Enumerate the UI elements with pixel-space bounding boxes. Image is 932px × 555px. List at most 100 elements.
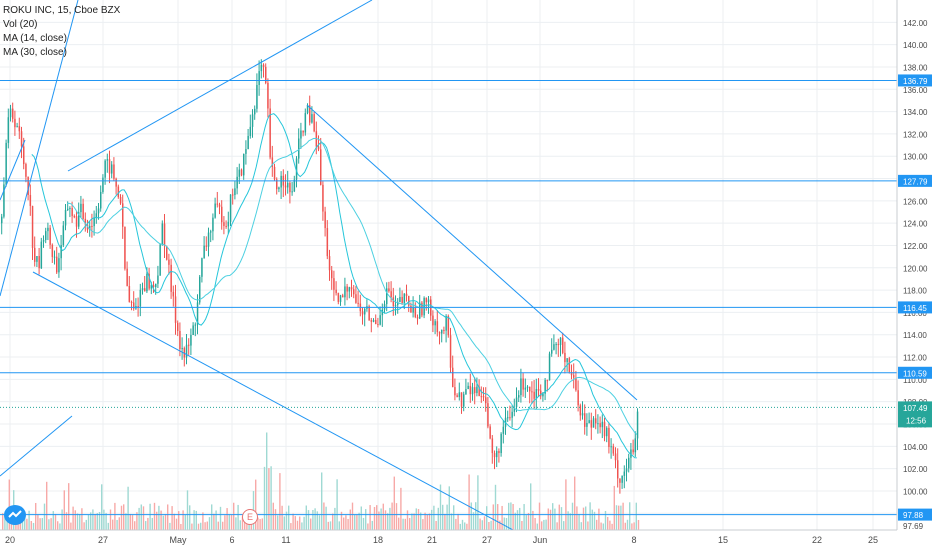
candle-body: [493, 453, 496, 458]
price-tick-label: 142.00: [903, 19, 928, 28]
volume-bar: [340, 511, 343, 530]
volume-bar: [268, 468, 270, 530]
volume-bar: [351, 502, 354, 530]
candle-body: [579, 405, 582, 416]
candle-body: [113, 164, 115, 179]
candle-body: [575, 377, 577, 391]
volume-bar: [437, 507, 439, 530]
candle-body: [302, 130, 304, 133]
volume-bar: [233, 502, 235, 530]
candle-body: [71, 208, 73, 217]
candle-body: [469, 385, 472, 395]
volume-bar: [499, 520, 501, 530]
volume-bar: [261, 518, 263, 530]
volume-bar: [591, 509, 593, 530]
volume-bar: [87, 514, 90, 530]
candle-body: [16, 126, 18, 128]
time-tick-label: 27: [98, 535, 108, 545]
candle-body: [111, 164, 113, 174]
price-tick-label: 120.00: [903, 264, 928, 273]
volume-bar: [512, 503, 514, 530]
chart-legend: ROKU INC, 15, Cboe BZX Vol (20) MA (14, …: [3, 4, 120, 60]
volume-bar: [63, 490, 65, 530]
ma14-indicator-label[interactable]: MA (14, close): [3, 33, 67, 44]
level-price-tag: [898, 74, 932, 87]
volume-bar: [129, 513, 131, 530]
candle-body: [568, 358, 571, 373]
candle-body: [504, 417, 507, 427]
earnings-marker[interactable]: E: [242, 509, 258, 525]
candle-body: [361, 311, 364, 315]
candle-body: [623, 471, 626, 476]
time-tick-label: 15: [718, 535, 728, 545]
candle-body: [106, 159, 109, 161]
volume-bar: [376, 505, 378, 530]
volume-bar: [534, 518, 536, 530]
candle-body: [201, 258, 203, 277]
ma30-indicator-label[interactable]: MA (30, close): [3, 47, 67, 58]
candle-body: [590, 420, 593, 428]
candle-body: [478, 386, 480, 397]
volume-bar: [19, 520, 21, 530]
volume-bar: [325, 506, 327, 530]
candle-body: [463, 394, 465, 407]
volume-bar: [541, 521, 543, 530]
candle-body: [168, 259, 170, 265]
candle-body: [507, 417, 509, 419]
candle-body: [379, 315, 381, 325]
volume-bar: [158, 505, 160, 530]
candle-body: [276, 179, 278, 190]
price-tick-label: 138.00: [903, 63, 928, 72]
volume-indicator-label[interactable]: Vol (20): [3, 19, 38, 30]
volume-bar: [314, 508, 316, 530]
candle-body: [47, 227, 49, 232]
volume-bar: [178, 511, 180, 530]
volume-bar: [96, 513, 98, 530]
trend-line: [0, 139, 26, 201]
candle-body: [227, 221, 230, 227]
volume-bar: [409, 518, 411, 530]
candle-body: [23, 146, 25, 165]
tradingview-logo-icon[interactable]: [4, 505, 26, 525]
volume-bar: [490, 520, 492, 530]
candle-body: [421, 302, 423, 316]
candle-body: [390, 291, 392, 298]
trend-line: [0, 0, 79, 297]
candle-body: [97, 208, 100, 214]
volume-bar: [332, 513, 334, 530]
candle-body: [100, 191, 102, 209]
volume-bar: [186, 490, 189, 530]
volume-bar: [424, 512, 426, 530]
volume-bar: [206, 521, 208, 530]
volume-bar: [497, 504, 499, 530]
candle-body: [328, 256, 331, 271]
candle-body: [381, 309, 384, 316]
candle-body: [326, 228, 329, 257]
price-tick-label: 102.00: [903, 465, 928, 474]
candle-body: [355, 294, 357, 303]
volume-bar: [318, 515, 321, 530]
candle-body: [557, 344, 560, 346]
candle-body: [584, 413, 586, 427]
volume-bar: [138, 507, 140, 530]
candle-body: [408, 295, 410, 306]
candle-body: [7, 117, 10, 143]
candle-body: [161, 223, 164, 245]
candle-body: [40, 241, 43, 269]
volume-bar: [173, 513, 175, 530]
volume-bar: [516, 510, 519, 530]
volume-bar: [585, 506, 587, 530]
volume-bar: [398, 517, 400, 530]
price-tick-label: 110.00: [903, 376, 927, 385]
candle-body: [287, 182, 289, 188]
volume-bar: [76, 513, 79, 530]
volume-bar: [118, 517, 120, 530]
symbol-title[interactable]: ROKU INC, 15, Cboe BZX: [3, 5, 121, 16]
volume-bar: [197, 523, 200, 530]
volume-bar: [296, 520, 299, 530]
volume-bar: [571, 502, 574, 530]
volume-bar: [373, 507, 376, 530]
volume-bar: [54, 513, 57, 530]
